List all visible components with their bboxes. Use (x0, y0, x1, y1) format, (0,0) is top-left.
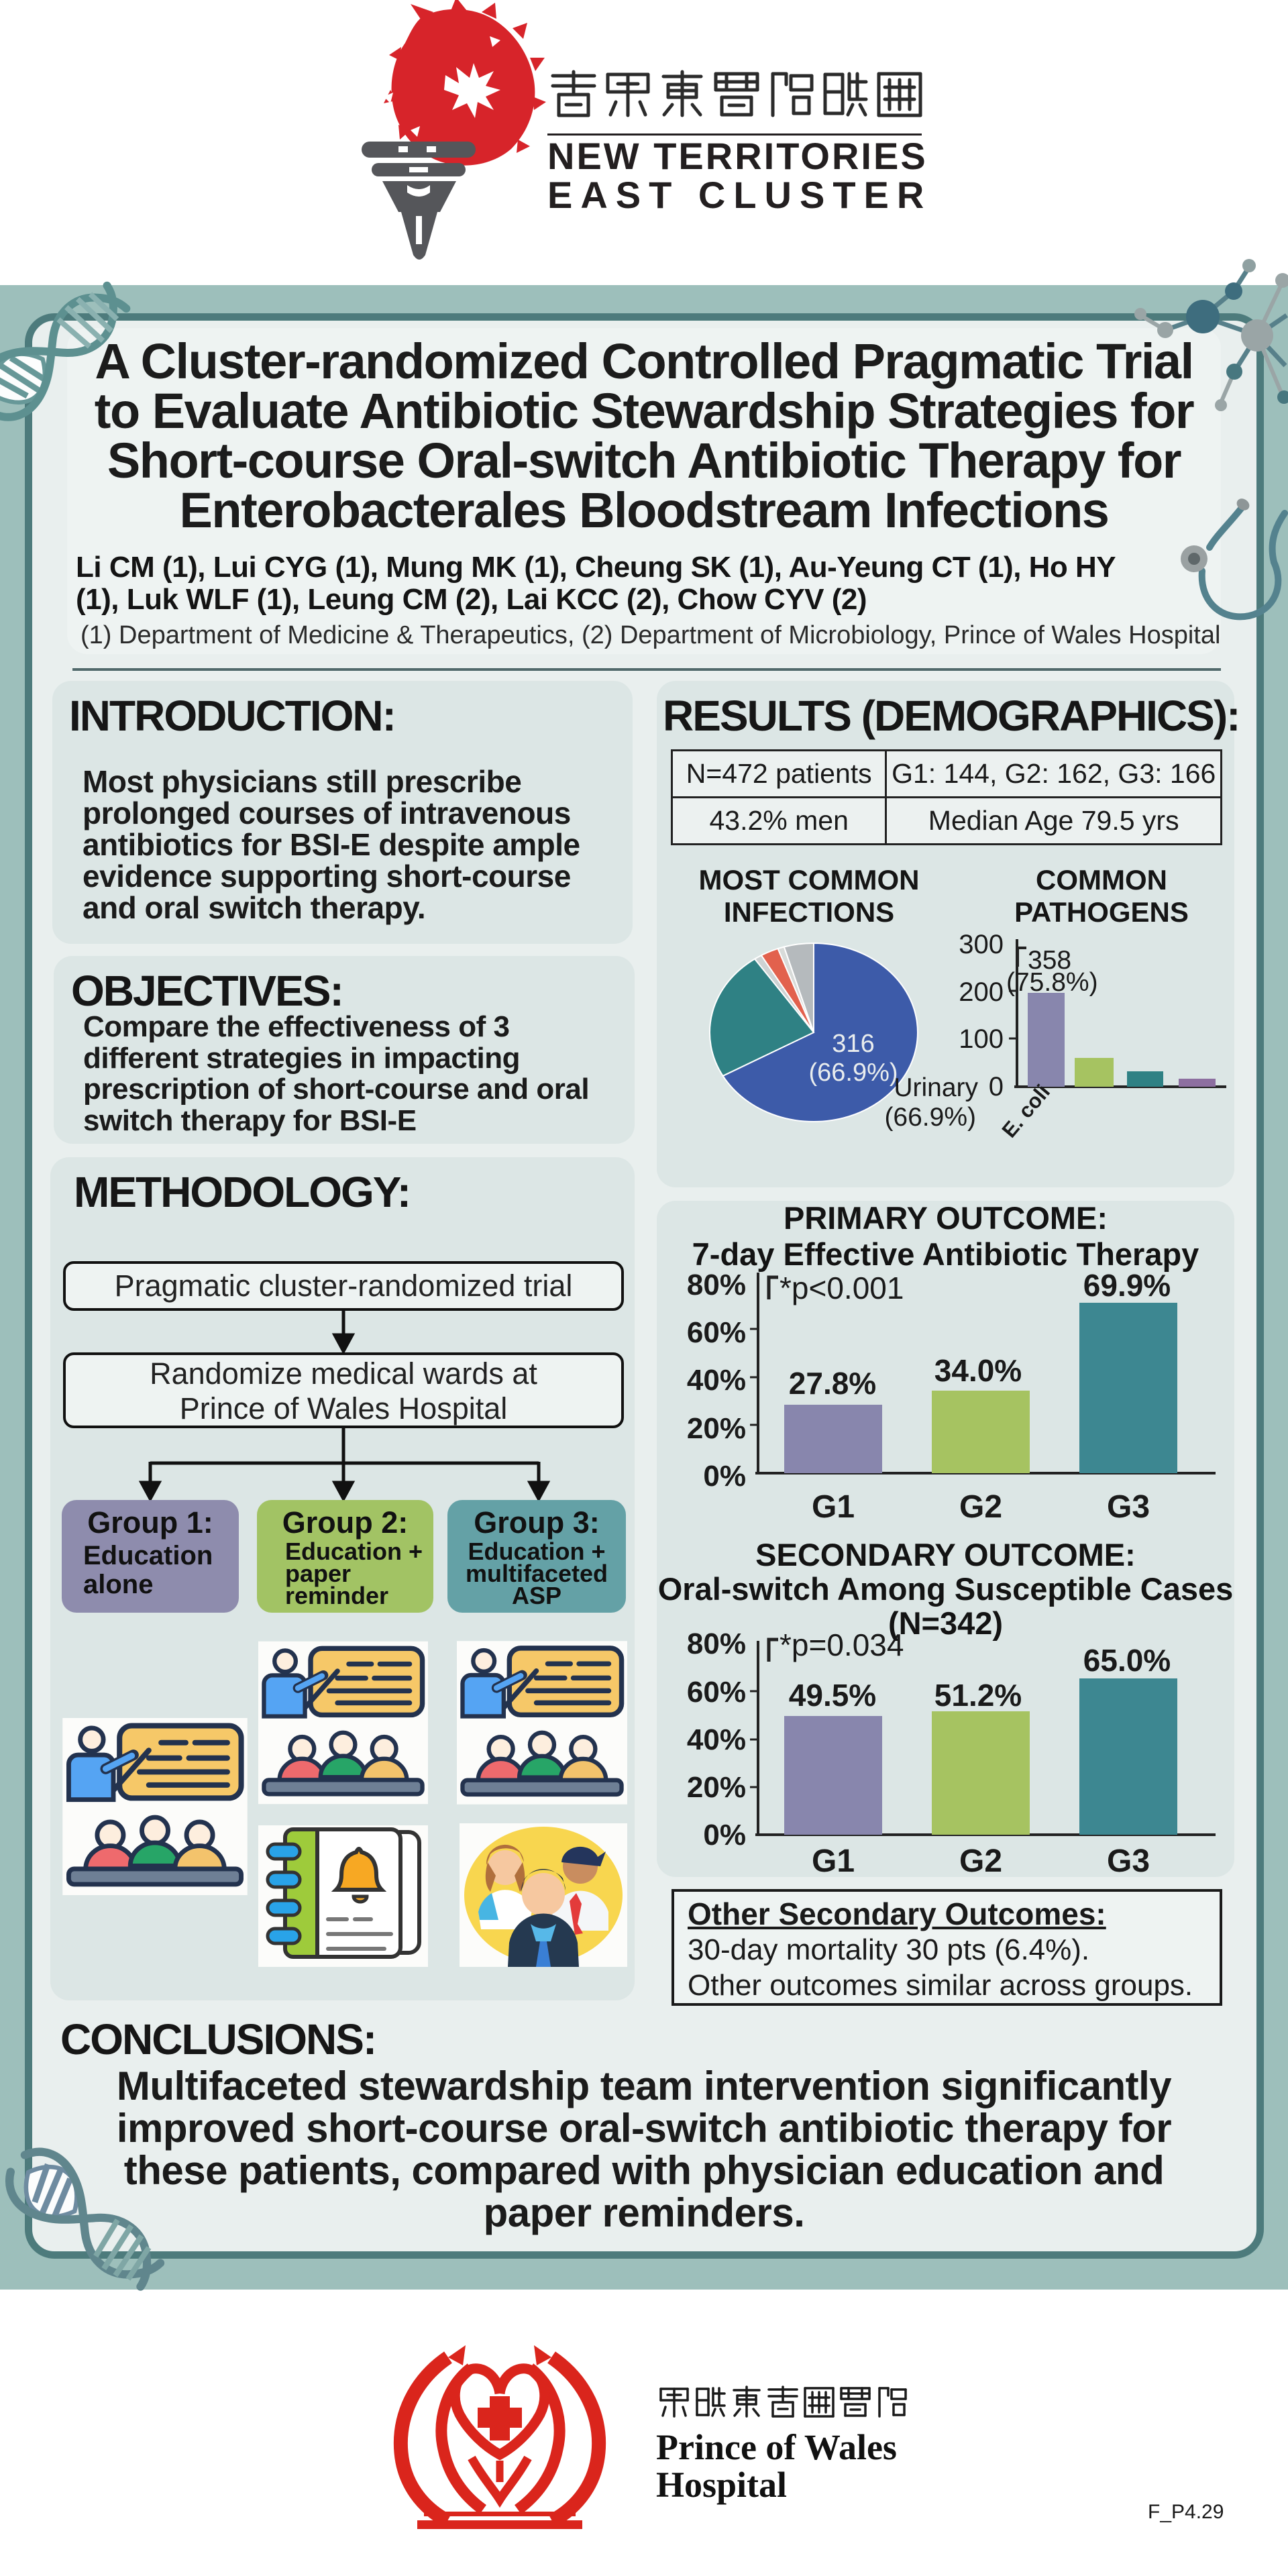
svg-text:69.9%: 69.9% (1083, 1268, 1171, 1303)
svg-text:G2: G2 (959, 1489, 1002, 1525)
svg-text:80%: 80% (687, 1269, 746, 1301)
svg-text:G2: G2 (959, 1843, 1002, 1879)
svg-text:20%: 20% (687, 1412, 746, 1445)
svg-text:60%: 60% (687, 1316, 746, 1349)
svg-text:34.0%: 34.0% (934, 1353, 1022, 1388)
svg-text:0%: 0% (703, 1460, 746, 1493)
svg-text:40%: 40% (687, 1723, 746, 1756)
svg-text:*p=0.034: *p=0.034 (780, 1627, 904, 1662)
svg-text:20%: 20% (687, 1771, 746, 1804)
svg-text:60%: 60% (687, 1676, 746, 1709)
svg-text:40%: 40% (687, 1364, 746, 1397)
svg-text:G1: G1 (812, 1843, 855, 1879)
svg-text:G3: G3 (1107, 1489, 1150, 1525)
svg-text:(66.9%): (66.9%) (808, 1059, 898, 1087)
svg-text:0: 0 (989, 1072, 1004, 1102)
svg-text:G3: G3 (1107, 1843, 1150, 1879)
svg-text:100: 100 (959, 1024, 1004, 1054)
svg-text:49.5%: 49.5% (789, 1678, 876, 1713)
svg-text:300: 300 (959, 930, 1004, 959)
svg-text:(75.8%): (75.8%) (1006, 968, 1098, 997)
svg-text:0%: 0% (703, 1819, 746, 1851)
svg-text:(66.9%): (66.9%) (884, 1103, 976, 1132)
svg-text:65.0%: 65.0% (1083, 1643, 1171, 1678)
svg-text:358: 358 (1028, 946, 1071, 975)
svg-text:200: 200 (959, 977, 1004, 1007)
svg-text:*p<0.001: *p<0.001 (780, 1271, 904, 1305)
svg-text:Urinary: Urinary (894, 1073, 978, 1102)
svg-text:E. coli: E. coli (998, 1080, 1055, 1142)
svg-text:27.8%: 27.8% (789, 1366, 876, 1401)
svg-text:80%: 80% (687, 1627, 746, 1660)
svg-text:316: 316 (832, 1030, 874, 1058)
svg-text:G1: G1 (812, 1489, 855, 1525)
svg-text:51.2%: 51.2% (934, 1678, 1022, 1713)
